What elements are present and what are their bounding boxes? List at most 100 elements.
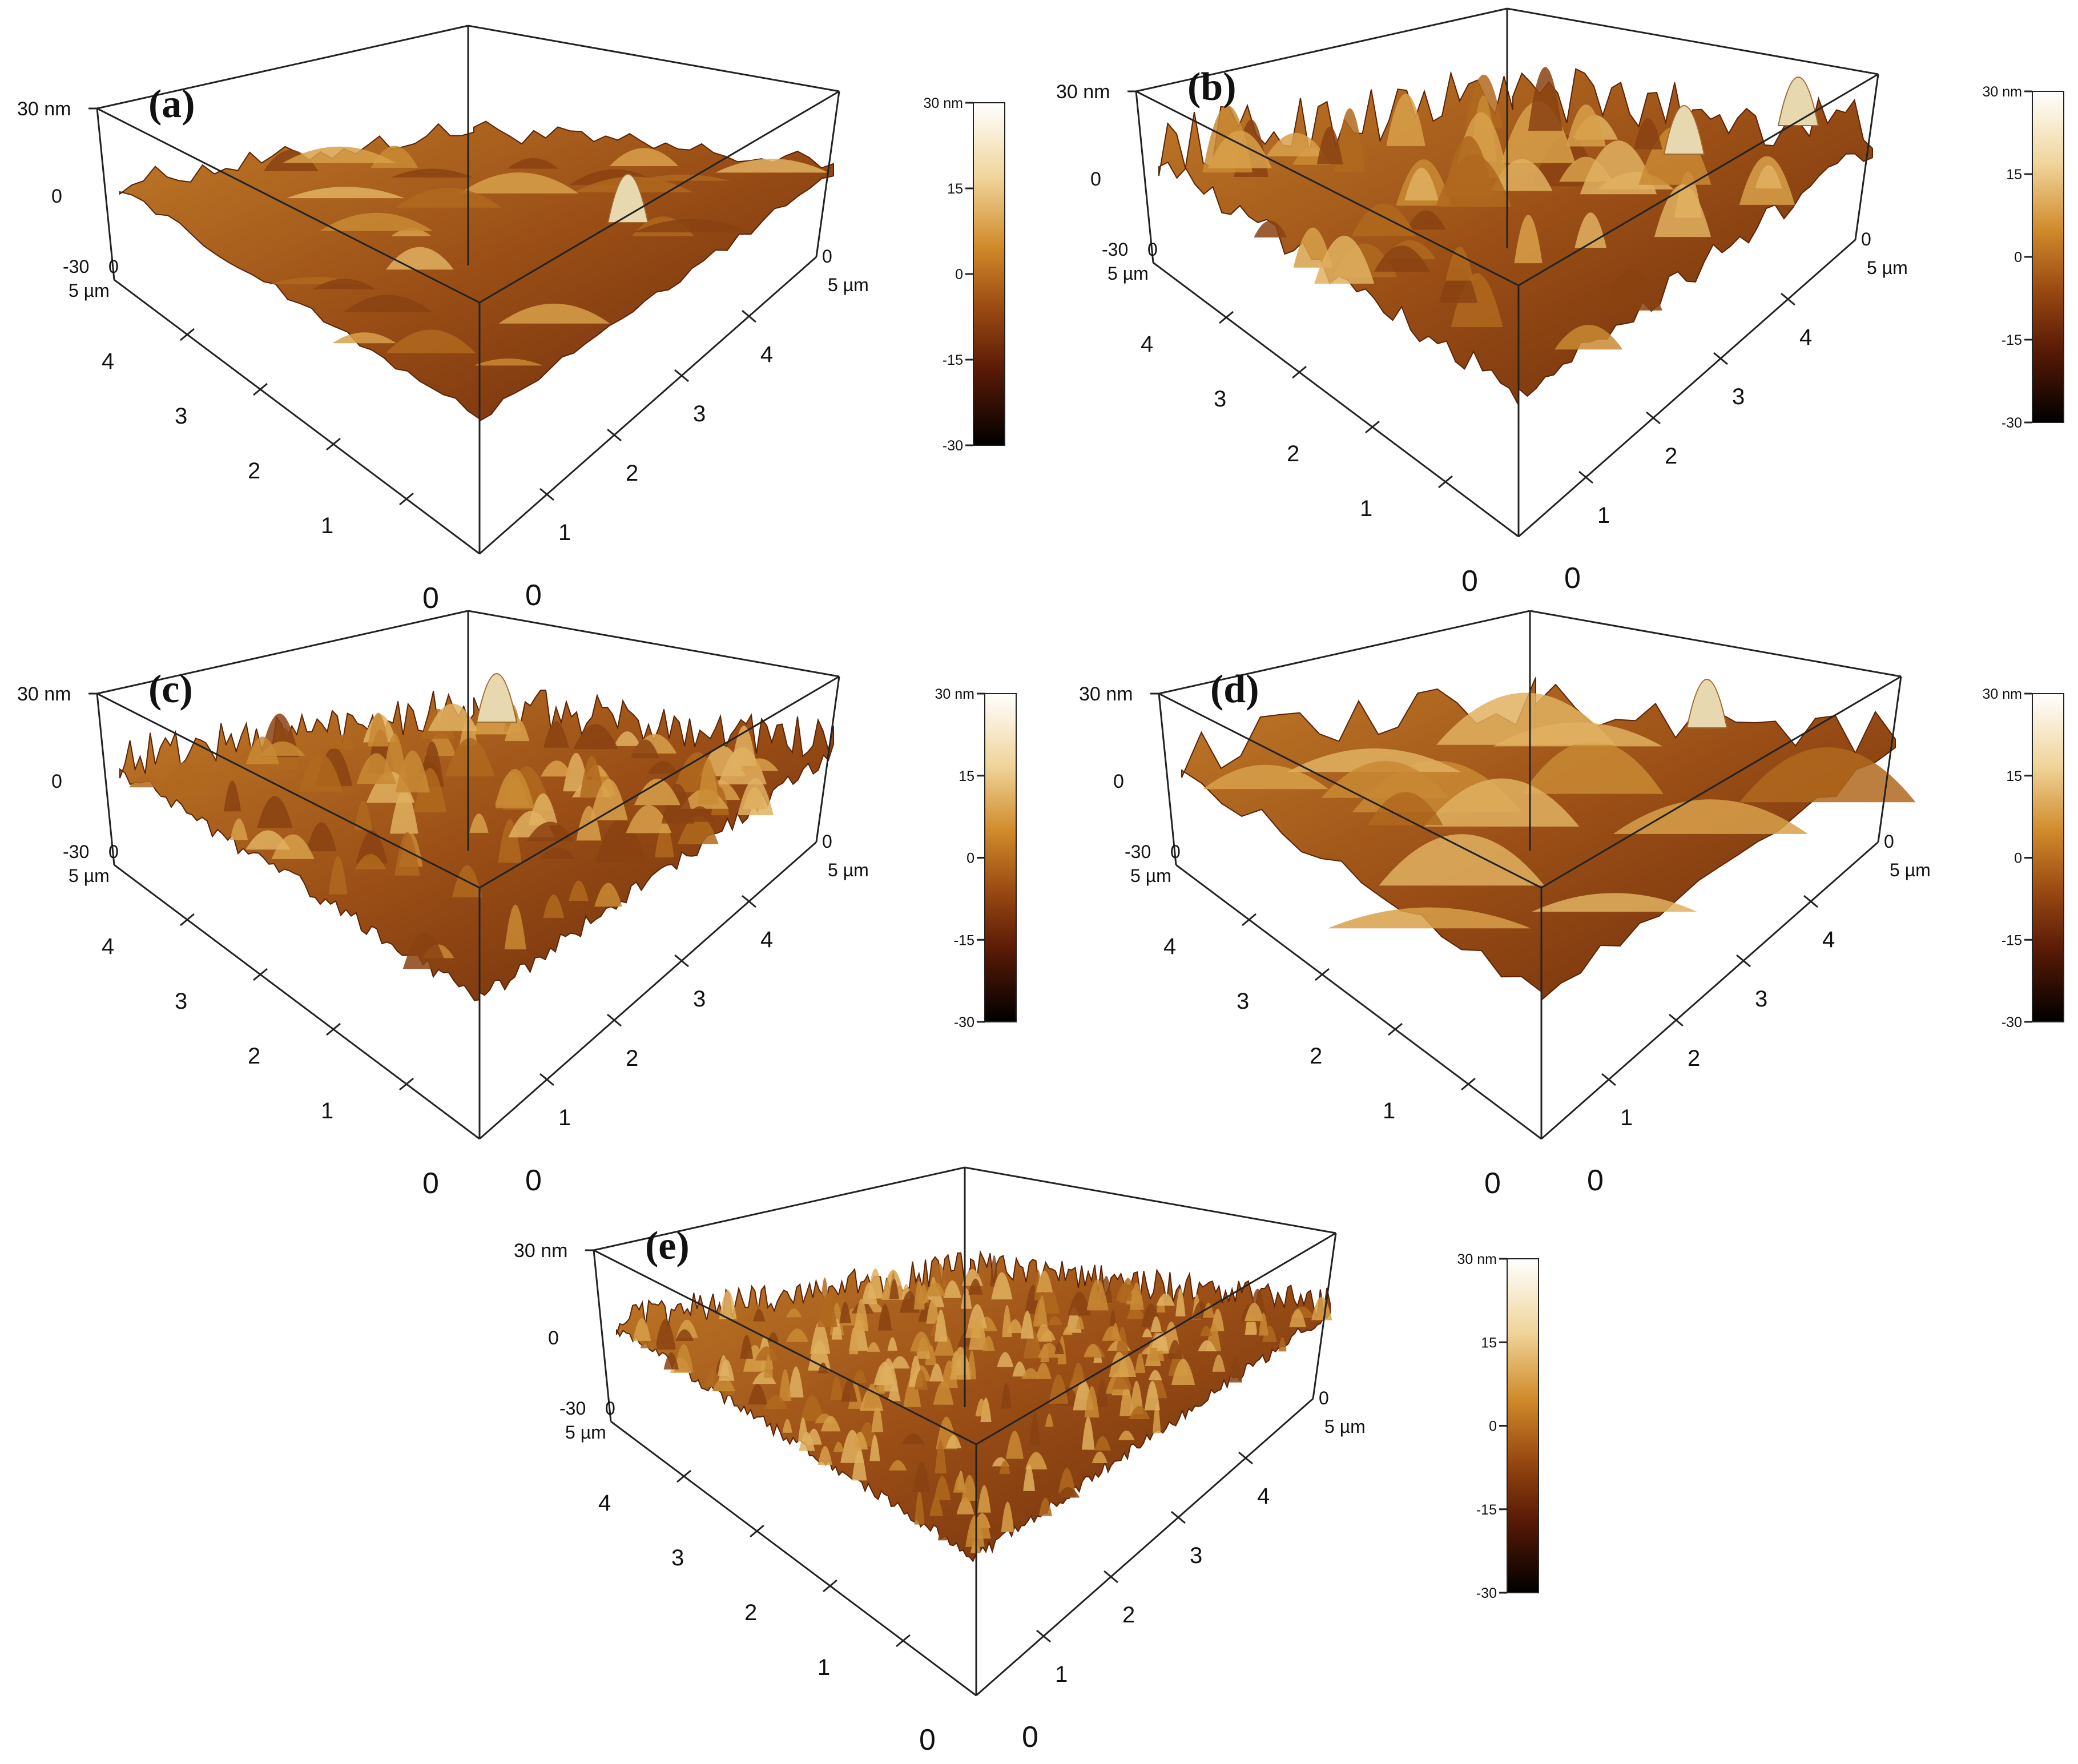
surface-peak	[788, 1366, 804, 1397]
floor-edge-left	[1153, 261, 1519, 538]
surface-peak	[913, 1280, 925, 1310]
top-edge-front-left	[96, 107, 480, 304]
x-tick-label: 1	[817, 1655, 830, 1680]
surface-peak	[1171, 1359, 1195, 1386]
surface-peak	[1254, 220, 1287, 237]
surface-peak	[1777, 76, 1819, 126]
surface-peak	[869, 1435, 880, 1461]
top-edge-right	[1507, 7, 1879, 75]
surface-peak	[965, 1319, 982, 1338]
top-edge-front-left	[1158, 692, 1542, 889]
surface-peak	[402, 932, 448, 969]
surface-peak	[950, 1347, 971, 1380]
x-axis-max-label: 5 µm	[69, 865, 110, 886]
x-tick	[326, 1022, 341, 1036]
surface-peak	[1056, 1487, 1080, 1498]
surface-peak	[634, 779, 680, 806]
x-tick	[750, 1524, 764, 1538]
surface-peak	[1435, 154, 1512, 207]
y-axis-max-label: 5 µm	[828, 275, 869, 295]
surface-peak	[1020, 1310, 1034, 1339]
surface-peak	[890, 1356, 910, 1369]
surface-peak	[312, 279, 376, 289]
x-axis-zero-label: 0	[108, 841, 119, 862]
surface-peak	[1129, 1282, 1144, 1310]
surface-peak	[367, 712, 389, 747]
x-tick-label: 4	[1141, 332, 1153, 357]
panel-label: (e)	[645, 1224, 690, 1268]
surface-peak	[982, 1335, 995, 1352]
surface-peak	[635, 174, 730, 181]
floor-edge-right	[1518, 239, 1856, 538]
surface-peak	[817, 1294, 837, 1327]
vertical-right	[815, 676, 840, 843]
z-axis-max-label: 30 nm	[1056, 81, 1110, 103]
vertical-left	[1135, 91, 1154, 263]
colorbar-gradient	[2032, 91, 2064, 423]
surface-peak	[1522, 740, 1664, 794]
surface-peak	[929, 1363, 944, 1382]
y-tick	[1036, 1629, 1051, 1643]
top-edge-front-right	[1541, 675, 1902, 889]
origin-left-zero: 0	[1484, 1167, 1501, 1200]
y-axis-zero-label: 0	[1319, 1388, 1329, 1408]
surface-peak	[1150, 1316, 1162, 1332]
surface-peak	[764, 1395, 788, 1409]
z-axis-max-label: 30 nm	[17, 98, 71, 120]
surface-peak	[543, 721, 569, 748]
colorbar-gradient	[984, 693, 1017, 1022]
surface-peak	[1015, 1511, 1026, 1521]
surface-peak	[469, 813, 489, 833]
z-axis-max-label: 30 nm	[17, 683, 71, 705]
surface-peak	[1156, 1293, 1175, 1306]
colorbar: 30 nm 15 0 -15 -30	[924, 95, 1005, 454]
x-tick-label: 4	[102, 934, 114, 959]
x-tick-label: 3	[175, 404, 187, 429]
surface-peak	[476, 673, 518, 723]
colorbar-label: 30 nm	[924, 95, 963, 111]
surface-peak	[889, 1278, 899, 1299]
surface-peak	[647, 760, 679, 774]
x-tick-label: 3	[671, 1545, 684, 1570]
z-axis-zero-label: 0	[1090, 168, 1101, 190]
surface-peak	[504, 904, 526, 949]
surface-peak	[1528, 67, 1562, 131]
y-axis-zero-label: 0	[1861, 229, 1871, 249]
surface-peak	[800, 1395, 824, 1421]
origin-right-zero: 0	[1587, 1164, 1604, 1197]
y-tick	[1104, 1570, 1118, 1584]
x-axis-max-label: 5 µm	[69, 280, 110, 301]
y-tick-label: 3	[1732, 384, 1745, 409]
surface-peak	[1367, 792, 1444, 825]
surface-peak	[755, 1346, 778, 1361]
y-tick-label: 4	[1799, 325, 1812, 350]
surface-peak	[782, 1419, 792, 1433]
afm-panel-2: 30 nm 0 -30 1 2 3 4 5 µm 1 2 3 4 5 µm 0 0 0 0 (c)	[17, 610, 869, 1200]
surface-peak	[129, 775, 164, 788]
surface-peak	[871, 1403, 884, 1432]
colorbar-label: -30	[2002, 415, 2022, 431]
top-edge-right	[1529, 610, 1902, 678]
surface-peak	[543, 894, 565, 919]
surface-peak	[1633, 118, 1662, 150]
z-axis-zero-label: 0	[51, 186, 62, 207]
x-tick	[399, 492, 414, 506]
surface-peak	[1029, 1412, 1040, 1446]
surface-peak	[539, 847, 575, 859]
y-tick	[1238, 1451, 1253, 1465]
colorbar-label: 15	[1481, 1335, 1497, 1351]
surface-peak	[1229, 1356, 1242, 1383]
surface-peak	[929, 1497, 943, 1516]
afm-panel-4: 30 nm 0 -30 1 2 3 4 5 µm 1 2 3 4 5 µm 0 0 0 0 (e)	[514, 1166, 1366, 1757]
colorbar-label: 30 nm	[1983, 686, 2022, 702]
top-edge-front-right	[479, 675, 840, 889]
surface-peak	[938, 1520, 961, 1533]
surface-peak	[1739, 747, 1916, 803]
surface-peak	[590, 779, 628, 820]
surface-peak	[968, 1278, 983, 1295]
colorbar-gradient	[2032, 693, 2064, 1022]
surface-peak	[1602, 269, 1662, 311]
y-tick-label: 1	[1055, 1662, 1068, 1687]
colorbar: 30 nm 15 0 -15 -30	[1983, 686, 2064, 1030]
surface-peak	[961, 1475, 978, 1501]
